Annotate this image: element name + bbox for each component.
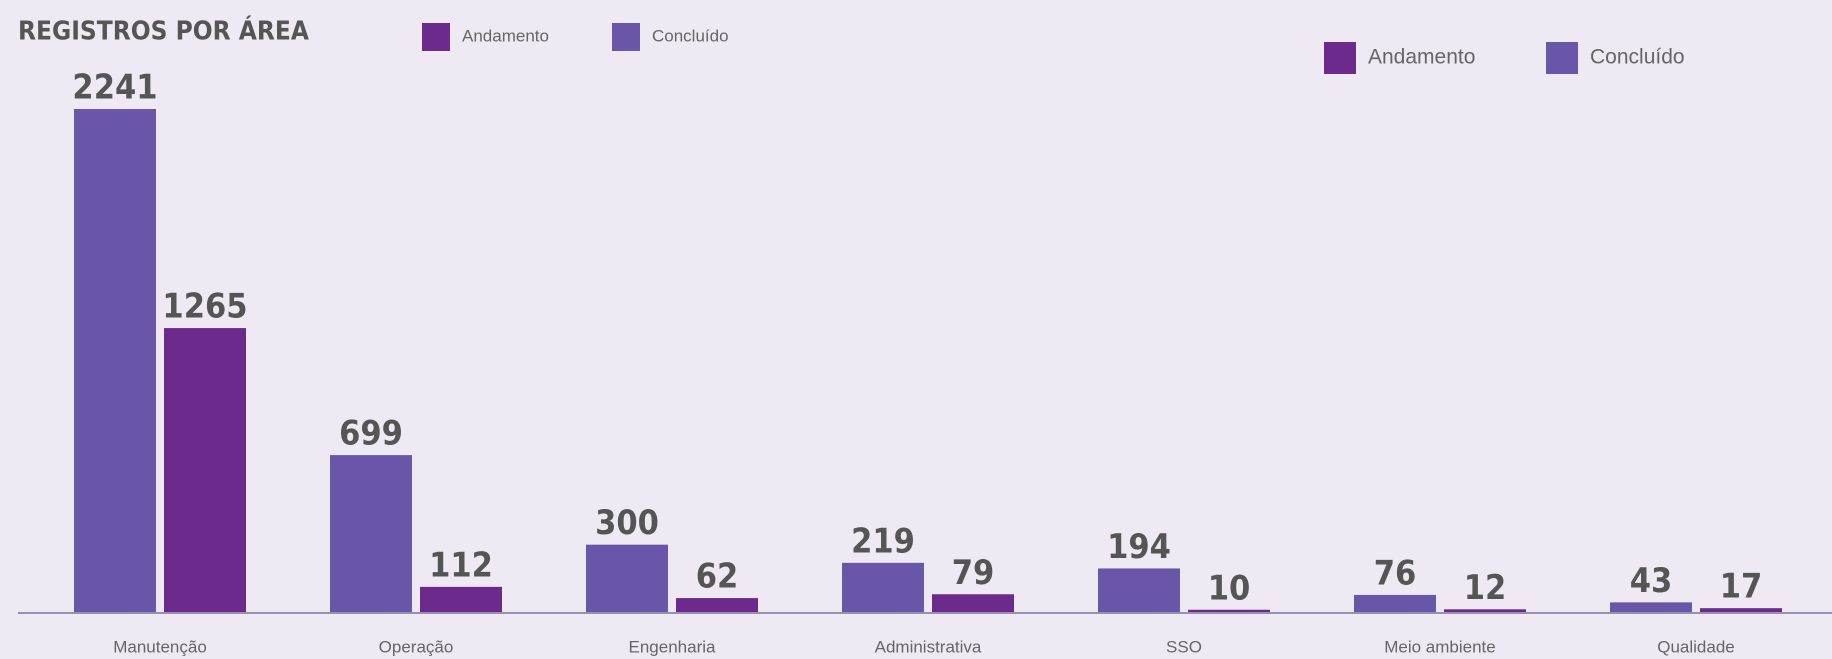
bar [1354,594,1436,612]
legend-label: Concluído [652,26,729,45]
legend-swatch [1546,42,1578,74]
x-tick-label: Administrativa [875,637,982,656]
value-label: 62 [696,557,739,597]
bar [842,562,924,612]
bar [1098,568,1180,612]
value-label: 2241 [72,68,157,108]
x-tick-label: Engenharia [629,637,717,656]
bar [1188,609,1270,612]
legend-swatch [612,23,640,51]
value-label: 194 [1107,527,1171,567]
value-label: 1265 [162,287,247,327]
bar [1700,608,1782,612]
value-label: 76 [1374,553,1417,593]
value-label: 699 [339,414,403,454]
value-label: 43 [1630,561,1673,601]
legend-label: Andamento [1368,46,1475,69]
x-tick-label: Qualidade [1657,637,1735,656]
x-tick-label: Manutenção [113,637,207,656]
value-label: 10 [1208,568,1251,608]
x-tick-label: Operação [379,637,454,656]
legend-swatch [1324,42,1356,74]
legend-swatch [422,23,450,51]
value-label: 79 [952,553,995,593]
bar [676,598,758,612]
bar [164,328,246,612]
legend-label: Andamento [462,26,549,45]
x-tick-label: SSO [1166,637,1202,656]
bar [586,544,668,612]
value-label: 12 [1464,568,1507,608]
value-label: 300 [595,503,659,543]
bar [932,594,1014,612]
bar [420,586,502,612]
x-tick-label: Meio ambiente [1384,637,1496,656]
legend-label: Concluído [1590,46,1685,69]
value-label: 112 [429,545,493,585]
bar [330,455,412,612]
chart-title: REGISTROS POR ÁREA [18,15,309,47]
bar [1610,602,1692,612]
bar [74,109,156,612]
bar [1444,609,1526,612]
value-label: 219 [851,521,915,561]
value-label: 17 [1720,567,1763,607]
